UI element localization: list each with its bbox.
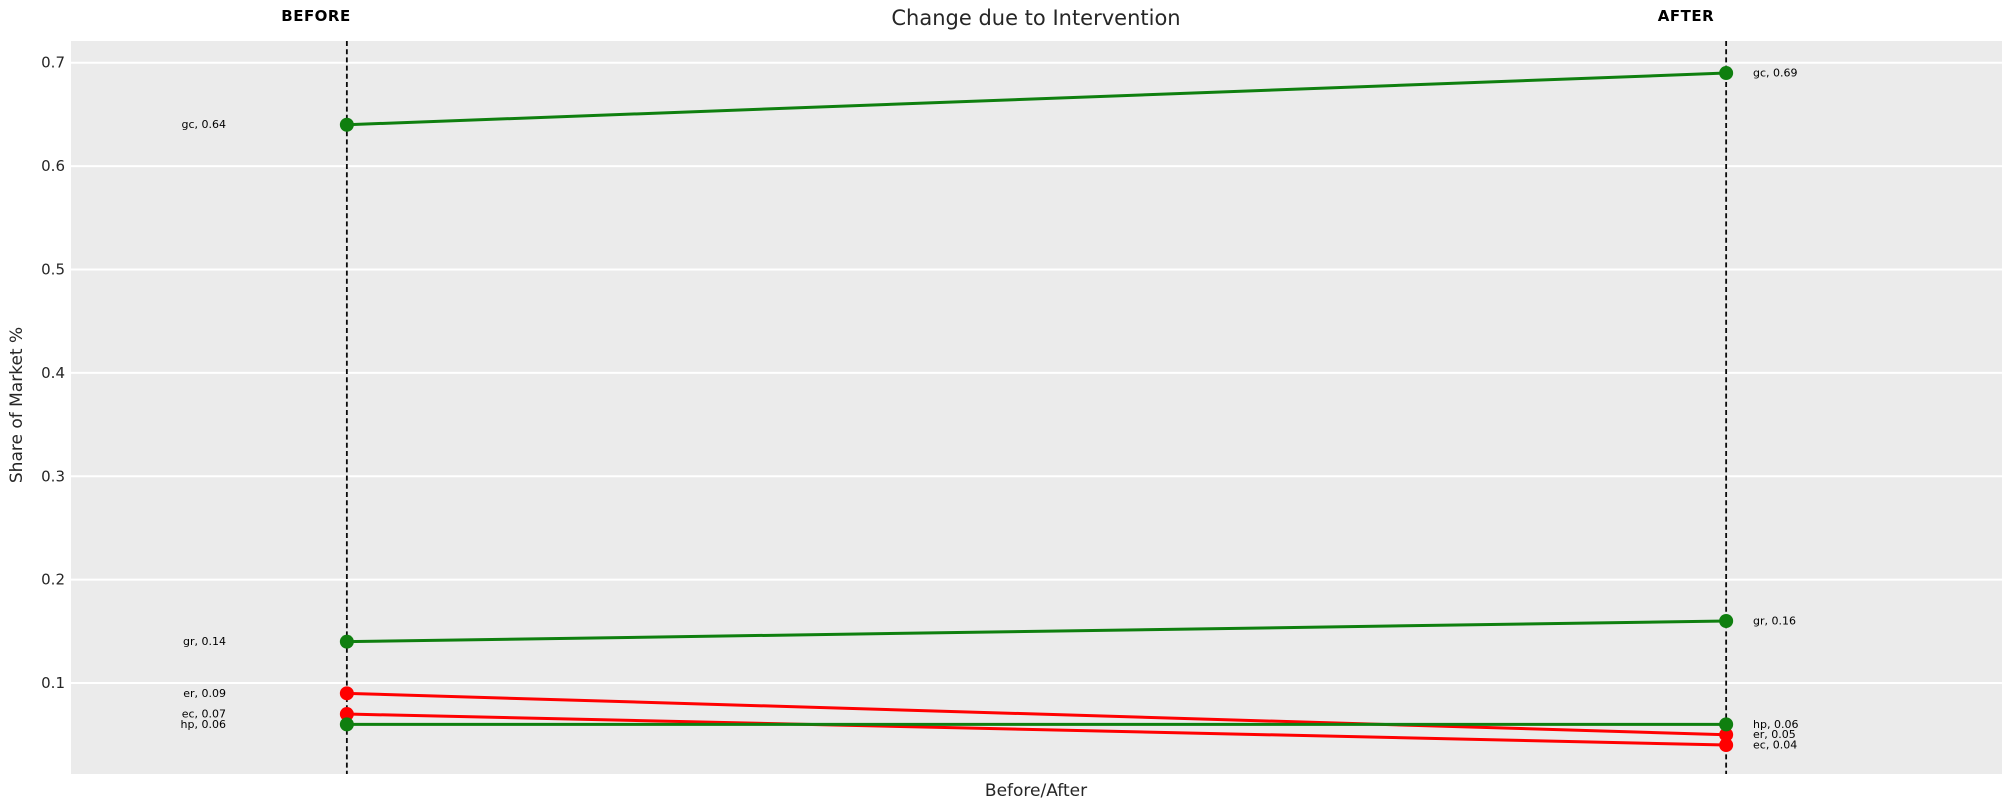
point-gr-after — [1719, 613, 1734, 628]
y-tick-label-0.2: 0.2 — [41, 571, 65, 589]
column-header-after: AFTER — [1657, 7, 1715, 25]
point-gc-before — [339, 117, 354, 132]
point-label-gc-before: gc, 0.64 — [181, 118, 226, 131]
series-line-gc — [346, 71, 1727, 127]
point-hp-before — [339, 717, 354, 732]
point-hp-after — [1719, 717, 1734, 732]
x-axis-label: Before/After — [984, 781, 1088, 801]
point-label-er-after: er, 0.05 — [1753, 728, 1796, 741]
column-header-before: BEFORE — [281, 7, 351, 25]
y-tick-label-0.4: 0.4 — [41, 364, 65, 382]
y-tick-label-0.7: 0.7 — [41, 54, 65, 72]
point-gc-after — [1719, 66, 1734, 81]
point-gr-before — [339, 634, 354, 649]
point-label-hp-after: hp, 0.06 — [1753, 718, 1798, 731]
point-er-after — [1719, 727, 1734, 742]
chart-title: Change due to Intervention — [891, 6, 1181, 30]
point-ec-after — [1719, 738, 1734, 753]
y-tick-label-0.6: 0.6 — [41, 157, 65, 175]
series-line-er — [346, 691, 1727, 737]
y-axis-label: Share of Market % — [7, 326, 27, 484]
series-line-ec — [346, 712, 1727, 747]
y-tick-label-0.5: 0.5 — [41, 260, 65, 278]
point-label-er-before: er, 0.09 — [183, 687, 226, 700]
point-ec-before — [339, 707, 354, 722]
point-label-gc-after: gc, 0.69 — [1753, 67, 1798, 80]
point-label-ec-after: ec, 0.04 — [1753, 739, 1797, 752]
point-label-gr-after: gr, 0.16 — [1753, 614, 1796, 627]
y-tick-label-0.1: 0.1 — [41, 674, 65, 692]
y-tick-label-0.3: 0.3 — [41, 467, 65, 485]
point-label-ec-before: ec, 0.07 — [182, 708, 226, 721]
point-label-hp-before: hp, 0.06 — [181, 718, 226, 731]
point-er-before — [339, 686, 354, 701]
series-line-gr — [346, 619, 1727, 644]
plot-panel-background — [71, 41, 2002, 774]
point-label-gr-before: gr, 0.14 — [183, 635, 226, 648]
